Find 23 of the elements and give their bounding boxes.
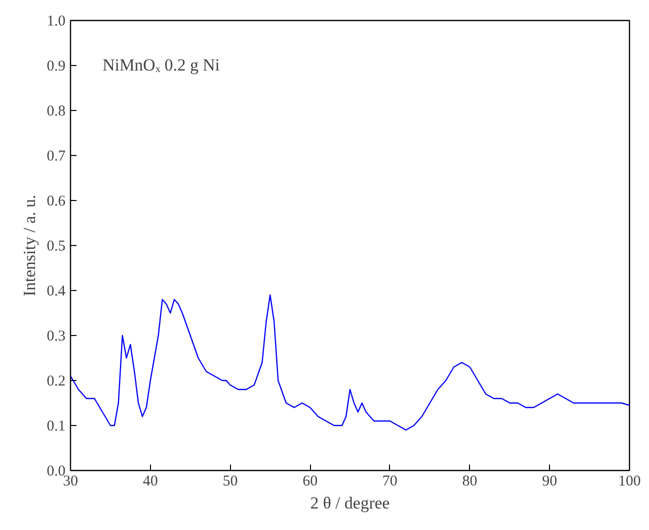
y-tick-label: 0.1 xyxy=(46,418,66,434)
y-tick-label: 0.6 xyxy=(46,194,66,210)
y-tick-label: 0.7 xyxy=(46,148,66,164)
x-axis-title: 2 θ / degree xyxy=(310,494,390,512)
x-tick-label: 60 xyxy=(302,474,318,490)
y-tick-label: 0.0 xyxy=(46,464,66,480)
y-tick-label: 0.3 xyxy=(46,328,66,344)
x-tick-label: 30 xyxy=(63,474,78,490)
x-tick-label: 50 xyxy=(222,474,238,490)
y-tick-label: 0.5 xyxy=(46,238,66,254)
x-tick-label: 40 xyxy=(142,474,158,490)
y-tick-label: 0.8 xyxy=(46,104,66,120)
y-tick-label: 0.9 xyxy=(46,58,66,74)
line-series xyxy=(70,294,630,431)
x-tick-label: 70 xyxy=(382,474,398,490)
y-axis-title: Intensity / a. u. xyxy=(20,194,39,296)
y-tick-label: 1.0 xyxy=(46,14,66,30)
x-tick-label: 100 xyxy=(618,474,641,490)
x-tick-label: 90 xyxy=(542,474,558,490)
annotation: NiMnOₓ 0.2 g Ni xyxy=(102,56,220,74)
y-tick-label: 0.4 xyxy=(46,284,66,300)
x-tick-label: 80 xyxy=(462,474,478,490)
y-tick-label: 0.2 xyxy=(46,374,66,390)
